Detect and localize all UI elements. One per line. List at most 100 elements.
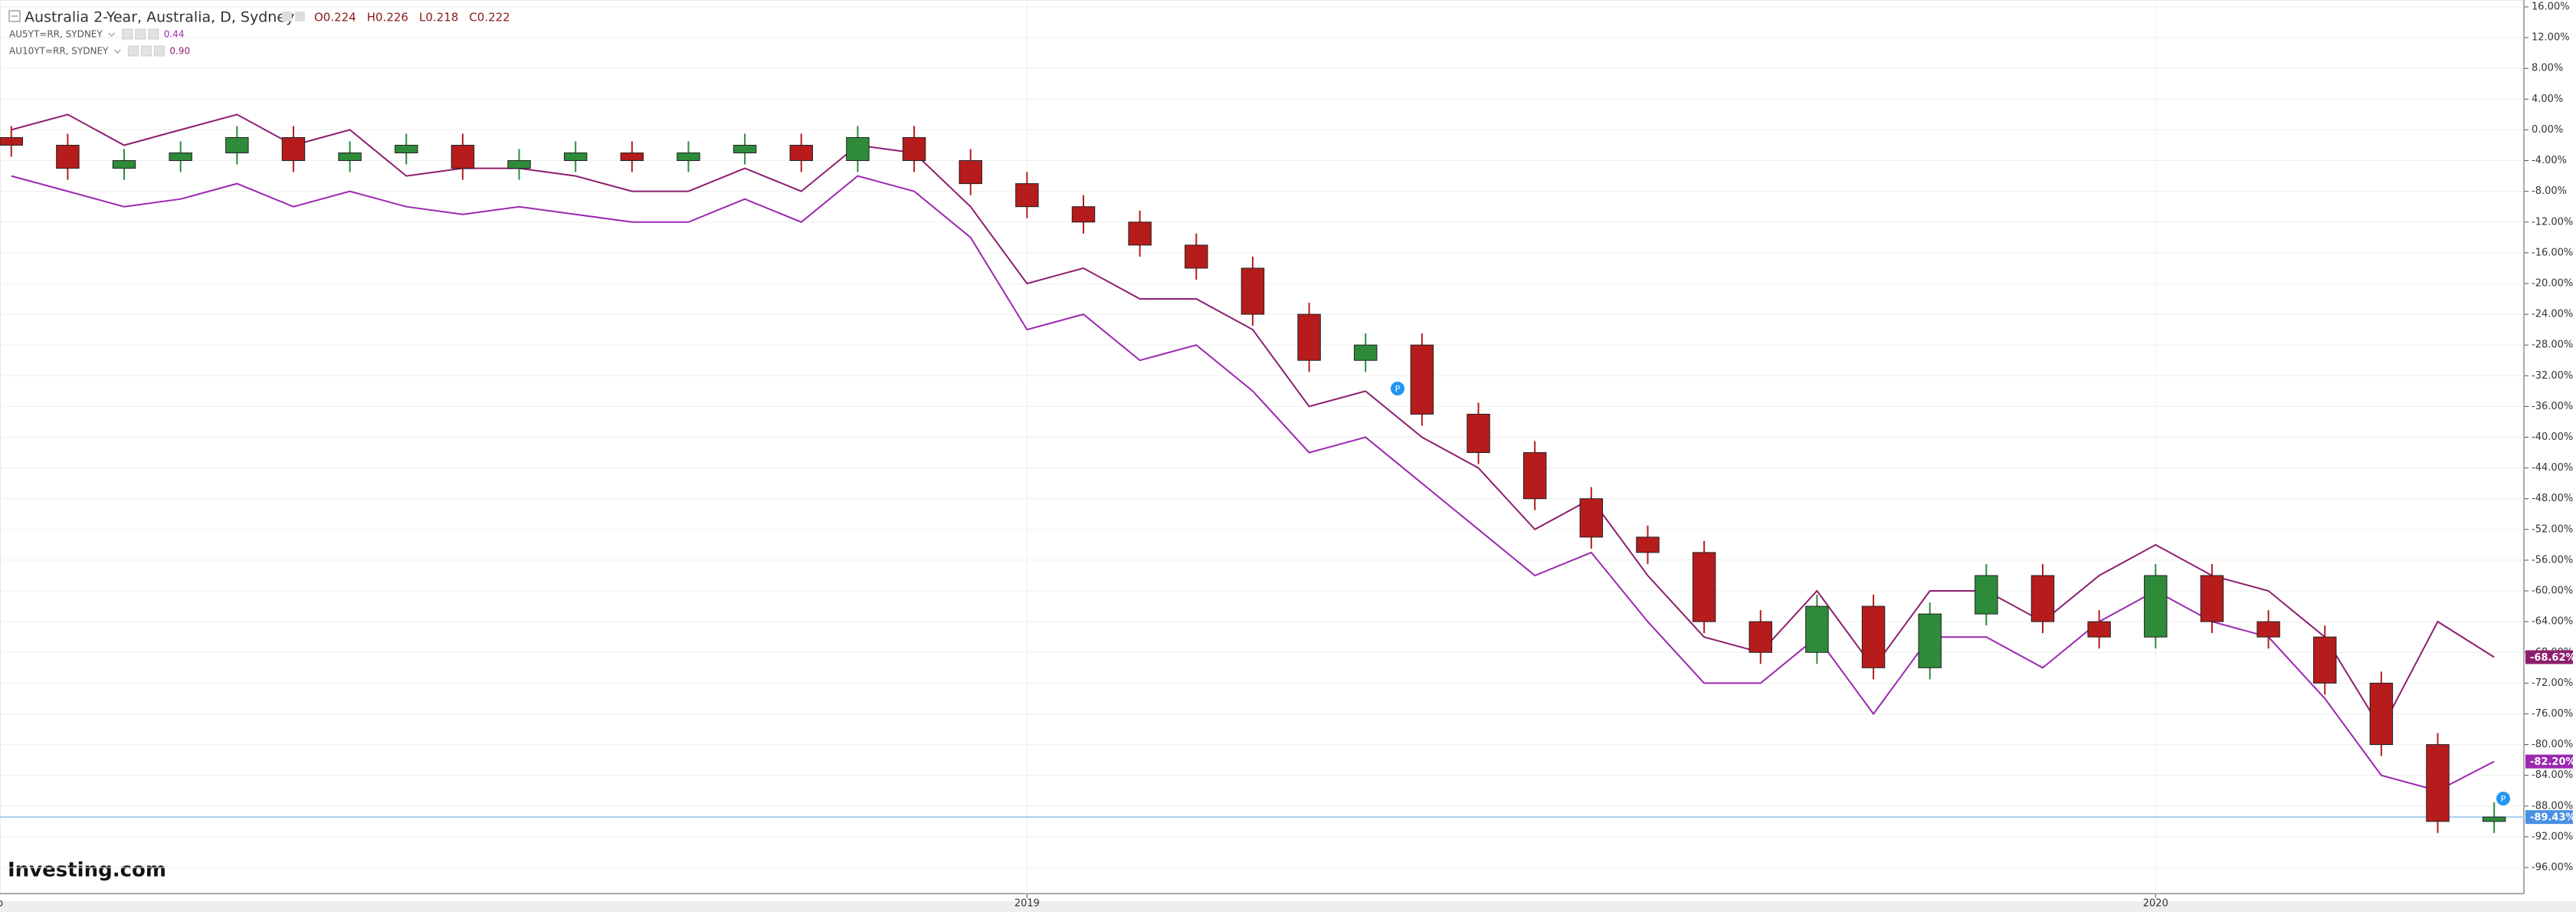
ohlc-value: H0.226	[367, 11, 408, 25]
candle-body	[846, 136, 870, 162]
logo: Investing.com	[8, 859, 166, 882]
y-tick-label: -44.00%	[2532, 462, 2573, 474]
candle-body	[2200, 575, 2224, 622]
candle-body	[2313, 636, 2337, 684]
y-tick-label: -40.00%	[2532, 431, 2573, 443]
plot-layer	[0, 0, 2524, 894]
candle-body	[789, 144, 814, 162]
candle-body	[2144, 575, 2168, 638]
ohlc-value: C0.222	[469, 11, 510, 25]
price-label: -68.62%	[2530, 652, 2576, 664]
y-tick-label: 4.00%	[2532, 93, 2563, 105]
y-tick-label: -28.00%	[2532, 340, 2573, 351]
y-tick-label: -4.00%	[2532, 155, 2567, 166]
price-label-box	[2525, 650, 2573, 664]
candle-body	[2087, 621, 2111, 638]
legend-name: AU10YT=RR, SYDNEY	[9, 46, 109, 57]
ohlc-value: O0.224	[314, 11, 356, 25]
y-tick-label: -64.00%	[2532, 616, 2573, 628]
y-tick-label: -20.00%	[2532, 277, 2573, 289]
candle-body	[1918, 613, 1942, 668]
pin-marker-label: P	[1395, 384, 1401, 394]
legend-dropdown[interactable]	[114, 49, 121, 54]
y-tick-label: -52.00%	[2532, 523, 2573, 535]
y-tick-label: -72.00%	[2532, 677, 2573, 689]
y-tick-label: 16.00%	[2532, 2, 2570, 13]
y-tick-label: -84.00%	[2532, 769, 2573, 781]
legend-icon[interactable]	[127, 45, 139, 57]
candle-body	[959, 160, 982, 185]
close-icon[interactable]	[295, 11, 305, 21]
candle-body	[1015, 183, 1039, 208]
pin-marker[interactable]	[1391, 382, 1404, 395]
y-tick-label: -16.00%	[2532, 247, 2573, 258]
y-tick-label: -96.00%	[2532, 862, 2573, 874]
x-tick-label: 2020	[2143, 898, 2168, 910]
candle-body	[56, 144, 80, 169]
ohlc-value: L0.218	[419, 11, 458, 25]
legend-value: 0.90	[169, 46, 190, 57]
candle-body	[1692, 552, 1716, 622]
candle-body	[732, 144, 757, 154]
candle-body	[0, 136, 23, 146]
legend-name: AU5YT=RR, SYDNEY	[9, 29, 103, 40]
scrollbar[interactable]	[0, 901, 2576, 912]
candle-body	[2030, 575, 2055, 622]
candle-body	[2369, 682, 2394, 746]
legend-value: 0.44	[164, 29, 185, 40]
y-tick-label: -56.00%	[2532, 554, 2573, 566]
y-tick-label: -76.00%	[2532, 708, 2573, 720]
candle-body	[169, 153, 192, 162]
settings-icon[interactable]	[282, 11, 292, 21]
candle-body	[1128, 221, 1152, 246]
x-tick-label: 2019	[1014, 898, 1040, 910]
candle-body	[1522, 452, 1547, 500]
legend-icon[interactable]	[122, 28, 133, 40]
candle-body	[1354, 344, 1378, 361]
candle-body	[1861, 605, 1886, 668]
y-tick-label: -80.00%	[2532, 739, 2573, 750]
legend-icon[interactable]	[153, 45, 165, 57]
yield-line	[11, 175, 2495, 792]
pin-marker[interactable]	[2496, 792, 2510, 805]
price-label-box	[2525, 810, 2573, 825]
candle-body	[395, 144, 418, 154]
candle-body	[620, 153, 644, 162]
y-tick-label: -24.00%	[2532, 309, 2573, 320]
candle-body	[338, 153, 362, 162]
y-tick-label: -32.00%	[2532, 370, 2573, 382]
candle-body	[2482, 816, 2506, 822]
pin-marker-label: P	[2501, 794, 2506, 804]
legend-dropdown[interactable]	[108, 32, 116, 37]
y-tick-label: 12.00%	[2532, 32, 2570, 44]
legend-icon[interactable]	[140, 45, 152, 57]
candle-body	[1240, 267, 1265, 315]
price-label: -82.20%	[2530, 756, 2576, 768]
y-tick-label: -12.00%	[2532, 216, 2573, 228]
candle-body	[451, 144, 475, 169]
y-tick-label: -60.00%	[2532, 586, 2573, 597]
legend-icon[interactable]	[148, 28, 159, 40]
candle-body	[1975, 575, 1998, 615]
collapse-icon[interactable]	[8, 10, 21, 22]
candle-body	[1410, 344, 1434, 415]
candle-body	[1071, 206, 1096, 223]
yield-line	[11, 113, 2495, 731]
candle-body	[902, 136, 926, 162]
price-label: -89.43%	[2530, 812, 2576, 824]
y-tick-label: 0.00%	[2532, 124, 2563, 136]
candle-body	[2256, 621, 2280, 638]
legend-icon[interactable]	[135, 28, 146, 40]
chart-title: Australia 2-Year, Australia, D, Sydney	[25, 9, 294, 26]
price-label-box	[2525, 754, 2573, 769]
x-tick-label: Feb	[0, 898, 3, 910]
candle-body	[563, 153, 588, 162]
y-tick-label: -92.00%	[2532, 831, 2573, 842]
y-tick-label: -36.00%	[2532, 401, 2573, 412]
y-tick-label: -88.00%	[2532, 800, 2573, 812]
y-tick-label: -48.00%	[2532, 493, 2573, 504]
candle-body	[1805, 605, 1829, 653]
